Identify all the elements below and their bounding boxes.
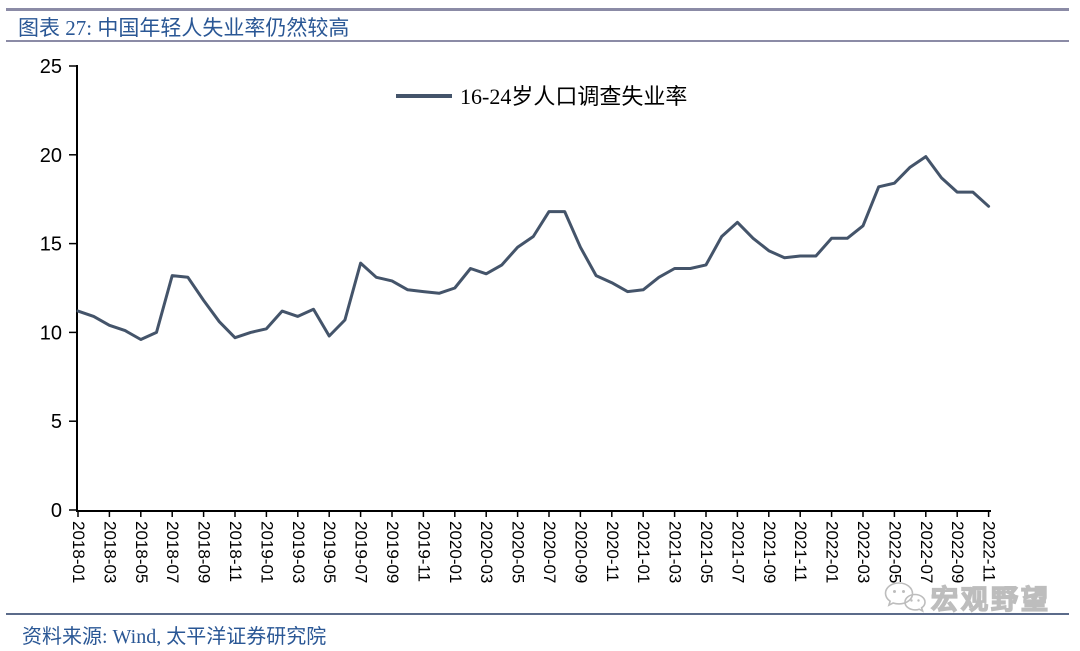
x-tick-label: 2020-05 [509,521,528,583]
x-tick-label: 2021-03 [666,521,685,583]
x-tick-label: 2018-07 [163,521,182,583]
top-rule [6,8,1069,11]
x-tick-label: 2022-11 [980,521,999,582]
x-tick-label: 2022-05 [885,521,904,583]
y-tick-label: 20 [40,145,62,167]
y-tick-label: 15 [40,234,62,256]
x-tick-label: 2019-07 [352,521,371,583]
x-tick-label: 2018-03 [100,521,119,583]
y-tick-label: 0 [51,500,62,522]
x-tick-label: 2019-01 [257,521,276,583]
x-tick-label: 2021-09 [760,521,779,583]
title-underline-rule [6,40,1069,42]
x-tick-label: 2021-07 [728,521,747,583]
x-tick-label: 2020-03 [477,521,496,583]
bottom-rule [6,613,1069,615]
x-tick-label: 2022-03 [854,521,873,583]
x-tick-label: 2018-05 [132,521,151,583]
y-tick-label: 10 [40,322,62,344]
figure-title: 图表 27: 中国年轻人失业率仍然较高 [18,16,350,40]
legend-label: 16-24岁人口调查失业率 [460,84,687,109]
x-tick-label: 2020-11 [603,521,622,582]
x-tick-label: 2022-01 [823,521,842,583]
x-tick-label: 2021-11 [791,521,810,582]
x-tick-label: 2020-09 [571,521,590,583]
x-tick-label: 2020-01 [446,521,465,583]
x-tick-label: 2022-09 [948,521,967,583]
watermark-text: 宏观野望 [930,584,1051,615]
x-tick-label: 2021-01 [634,521,653,583]
x-tick-label: 2020-07 [540,521,559,583]
wechat-icon [884,581,926,613]
x-tick-label: 2022-07 [917,521,936,583]
x-tick-label: 2019-09 [383,521,402,583]
x-tick-label: 2018-09 [195,521,214,583]
unemployment-series-line [76,155,991,341]
y-tick-label: 5 [51,411,62,433]
x-tick-label: 2018-01 [69,521,88,583]
x-tick-label: 2019-11 [414,521,433,582]
x-tick-label: 2019-03 [289,521,308,583]
x-tick-label: 2019-05 [320,521,339,583]
x-tick-label: 2021-05 [697,521,716,583]
x-tick-label: 2018-11 [226,521,245,582]
y-tick-label: 25 [40,56,62,78]
source-note: 资料来源: Wind, 太平洋证券研究院 [22,626,327,648]
watermark: 宏观野望 [884,578,1051,617]
